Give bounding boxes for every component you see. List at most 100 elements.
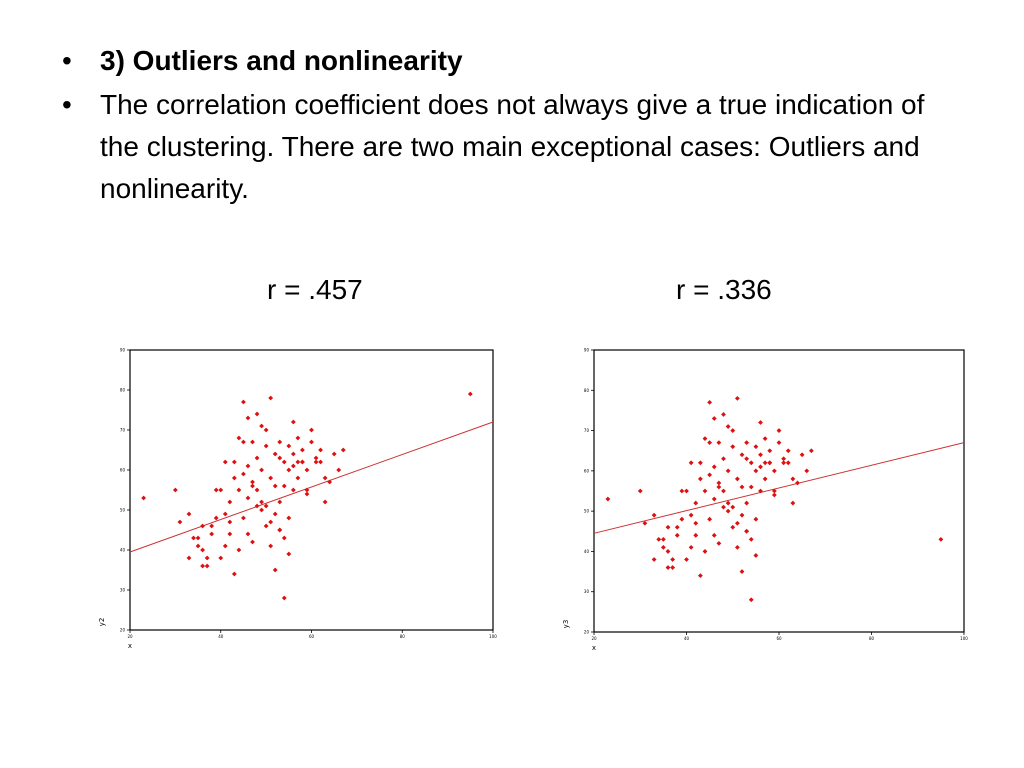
data-point xyxy=(186,555,192,561)
data-point xyxy=(191,535,196,541)
data-point xyxy=(304,491,310,497)
bullet-body-text: The correlation coefficient does not alw… xyxy=(100,89,925,204)
data-point xyxy=(304,467,310,473)
bullet-symbol: • xyxy=(62,89,72,120)
data-point xyxy=(309,427,314,433)
data-point xyxy=(300,459,305,465)
data-point xyxy=(790,476,796,482)
data-point xyxy=(739,484,745,490)
data-point xyxy=(295,459,301,465)
data-point xyxy=(730,504,736,510)
data-point xyxy=(693,500,699,506)
data-point xyxy=(697,460,703,466)
x-tick-label: 60 xyxy=(309,634,315,639)
data-point xyxy=(725,424,731,429)
data-point xyxy=(254,455,260,461)
data-point xyxy=(277,439,283,445)
data-point xyxy=(277,527,283,533)
data-point xyxy=(767,448,773,454)
data-point xyxy=(231,475,237,481)
data-point xyxy=(748,536,754,542)
data-point xyxy=(259,467,264,473)
data-point xyxy=(693,520,699,526)
y-axis-label: y3 xyxy=(562,620,570,629)
data-point xyxy=(679,516,685,522)
x-tick-label: 40 xyxy=(684,636,690,641)
data-point xyxy=(467,391,473,397)
data-point xyxy=(730,524,736,530)
data-point xyxy=(725,508,731,514)
data-point xyxy=(295,435,301,441)
data-point xyxy=(781,460,787,466)
data-point xyxy=(730,444,736,450)
data-point xyxy=(767,460,773,466)
data-point xyxy=(739,569,745,574)
data-point xyxy=(702,436,708,442)
data-point xyxy=(272,511,278,517)
data-point xyxy=(725,500,731,506)
data-point xyxy=(231,459,237,465)
data-point xyxy=(281,595,287,601)
data-point xyxy=(665,549,671,554)
x-tick-label: 80 xyxy=(400,634,406,639)
data-point xyxy=(762,476,768,482)
data-point xyxy=(734,476,740,482)
data-point xyxy=(707,516,713,522)
data-point xyxy=(753,553,759,558)
data-point xyxy=(744,456,750,462)
data-point xyxy=(272,483,278,489)
data-point xyxy=(277,455,283,461)
data-point xyxy=(665,565,671,570)
data-point xyxy=(748,484,754,490)
data-point xyxy=(938,536,944,542)
data-point xyxy=(231,571,237,577)
data-point xyxy=(670,565,676,570)
data-point xyxy=(730,428,736,433)
data-point xyxy=(790,500,796,506)
data-point xyxy=(227,531,233,537)
data-point xyxy=(236,435,242,441)
data-point xyxy=(734,395,740,401)
data-point xyxy=(263,427,269,433)
data-point xyxy=(776,428,782,433)
y-tick-label: 80 xyxy=(584,388,590,393)
data-point xyxy=(177,519,183,525)
data-point xyxy=(268,475,274,481)
data-point xyxy=(711,416,717,421)
data-point xyxy=(707,399,713,405)
data-point xyxy=(222,543,228,549)
y-tick-label: 50 xyxy=(584,509,590,514)
data-point xyxy=(313,459,319,465)
data-point xyxy=(702,549,708,554)
data-point xyxy=(222,459,228,465)
data-point xyxy=(734,545,740,550)
data-point xyxy=(250,539,255,545)
data-point xyxy=(771,468,777,474)
data-point xyxy=(259,499,264,505)
x-axis-label: x xyxy=(128,642,132,650)
y-tick-label: 20 xyxy=(584,630,590,635)
data-point xyxy=(637,488,643,494)
data-point xyxy=(227,519,233,525)
data-point xyxy=(651,557,657,562)
data-point xyxy=(716,484,722,490)
data-point xyxy=(771,488,777,494)
data-point xyxy=(688,545,694,550)
data-point xyxy=(209,531,215,537)
x-tick-label: 80 xyxy=(869,636,875,641)
data-point xyxy=(218,555,224,561)
data-point xyxy=(218,487,224,493)
data-point xyxy=(711,532,717,538)
y-tick-label: 60 xyxy=(120,468,126,473)
y-tick-label: 60 xyxy=(584,468,590,473)
data-point xyxy=(711,464,717,470)
data-point xyxy=(711,496,717,502)
data-point xyxy=(721,456,726,462)
data-point xyxy=(336,467,342,473)
data-point xyxy=(277,499,283,505)
data-point xyxy=(340,447,346,453)
data-point xyxy=(688,512,694,518)
bullet-item-heading: • 3) Outliers and nonlinearity xyxy=(62,40,962,82)
y-tick-label: 50 xyxy=(120,508,126,513)
data-point xyxy=(286,515,292,521)
